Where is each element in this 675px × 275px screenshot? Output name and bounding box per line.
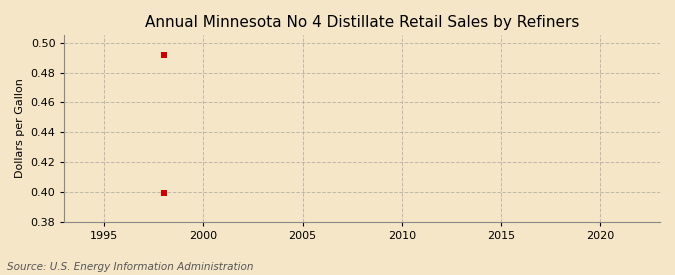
Title: Annual Minnesota No 4 Distillate Retail Sales by Refiners: Annual Minnesota No 4 Distillate Retail …: [145, 15, 579, 30]
Y-axis label: Dollars per Gallon: Dollars per Gallon: [15, 79, 25, 178]
Text: Source: U.S. Energy Information Administration: Source: U.S. Energy Information Administ…: [7, 262, 253, 272]
